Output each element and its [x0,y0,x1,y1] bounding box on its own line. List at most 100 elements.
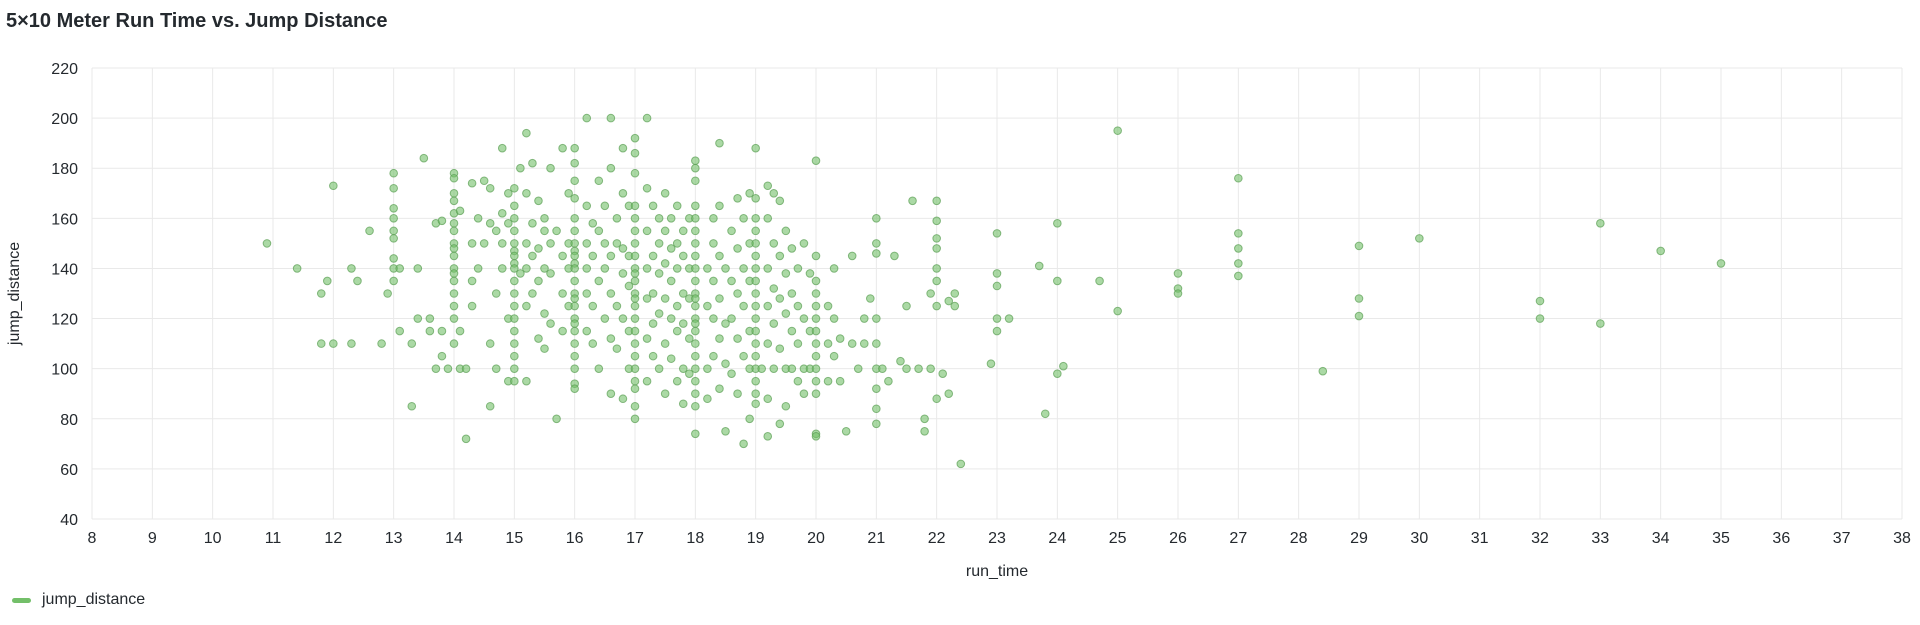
data-point [715,201,724,211]
data-point [606,289,616,298]
data-point [479,239,489,248]
data-point [986,359,996,368]
data-point [751,143,760,153]
data-point [467,239,477,248]
data-point [872,339,881,348]
data-point [691,251,700,261]
data-point [389,204,398,213]
data-point [630,414,640,424]
data-point [691,301,700,311]
y-tick-label: 140 [51,261,78,278]
data-point [660,188,670,198]
data-point [491,289,501,298]
x-tick-label: 21 [867,530,885,547]
data-point [461,364,471,373]
data-point [606,251,616,261]
data-point [1113,126,1122,135]
data-point [642,113,652,123]
data-point [618,188,628,198]
data-point [703,301,712,311]
legend[interactable]: jump_distance [12,591,145,609]
data-point [425,326,435,336]
y-tick-label: 160 [51,211,78,228]
data-point [618,269,628,278]
data-point [715,138,724,148]
data-point [467,178,477,188]
data-point [992,326,1002,336]
data-point [600,314,610,323]
data-point [1596,219,1605,228]
data-point [522,128,531,138]
x-tick-label: 37 [1833,530,1851,547]
data-point [727,314,736,323]
data-point [751,351,760,361]
data-point [497,239,507,248]
data-point [847,251,857,261]
data-point [672,376,682,386]
data-point [491,364,501,373]
data-point [570,176,579,186]
data-point [540,344,549,353]
data-point [811,289,821,298]
data-point [763,214,773,223]
data-point [1354,294,1364,303]
data-point [727,276,736,286]
x-tick-label: 34 [1652,530,1670,547]
data-point [1234,244,1243,253]
data-point [715,384,724,394]
data-point [666,314,676,323]
data-point [630,133,640,143]
data-point [612,301,622,311]
data-point [534,244,543,253]
data-point [733,334,742,343]
y-tick-label: 40 [60,512,78,529]
data-point [787,289,797,298]
data-point [570,143,579,153]
data-point [691,326,700,336]
data-point [377,339,386,348]
data-point [564,188,573,198]
data-point [528,219,537,228]
x-tick-label: 33 [1591,530,1609,547]
data-point [546,269,555,278]
y-tick-label: 180 [51,161,78,178]
chart-title: 5×10 Meter Run Time vs. Jump Distance [6,10,388,32]
data-point [510,301,519,311]
data-point [823,301,833,311]
data-point [775,251,785,261]
x-tick-label: 27 [1229,530,1247,547]
data-point [582,289,592,298]
data-point [510,201,519,211]
data-point [540,309,549,318]
data-point [449,269,459,278]
data-point [389,254,398,263]
data-point [630,301,640,311]
data-point [455,326,465,336]
x-tick-label: 36 [1772,530,1790,547]
data-point [672,239,682,248]
data-point [546,319,555,328]
data-point [769,319,779,328]
data-point [660,226,670,236]
data-point [389,234,398,243]
data-point [582,113,592,123]
data-point [618,394,628,404]
data-point [932,244,941,253]
data-point [292,264,302,273]
data-point [467,301,477,311]
x-tick-label: 38 [1893,530,1911,547]
data-point [449,244,459,253]
data-point [540,226,549,236]
data-point [630,214,640,223]
x-tick-label: 29 [1350,530,1368,547]
data-point [751,193,760,203]
data-point [600,201,610,211]
data-point [570,301,579,311]
data-point [642,183,652,193]
data-point [709,214,718,223]
data-point [642,264,652,273]
data-point [769,188,779,198]
data-point [751,314,760,323]
data-point [389,226,398,236]
data-point [775,294,785,303]
